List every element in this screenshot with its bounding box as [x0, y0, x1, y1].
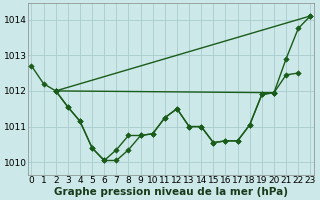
X-axis label: Graphe pression niveau de la mer (hPa): Graphe pression niveau de la mer (hPa) [54, 187, 288, 197]
